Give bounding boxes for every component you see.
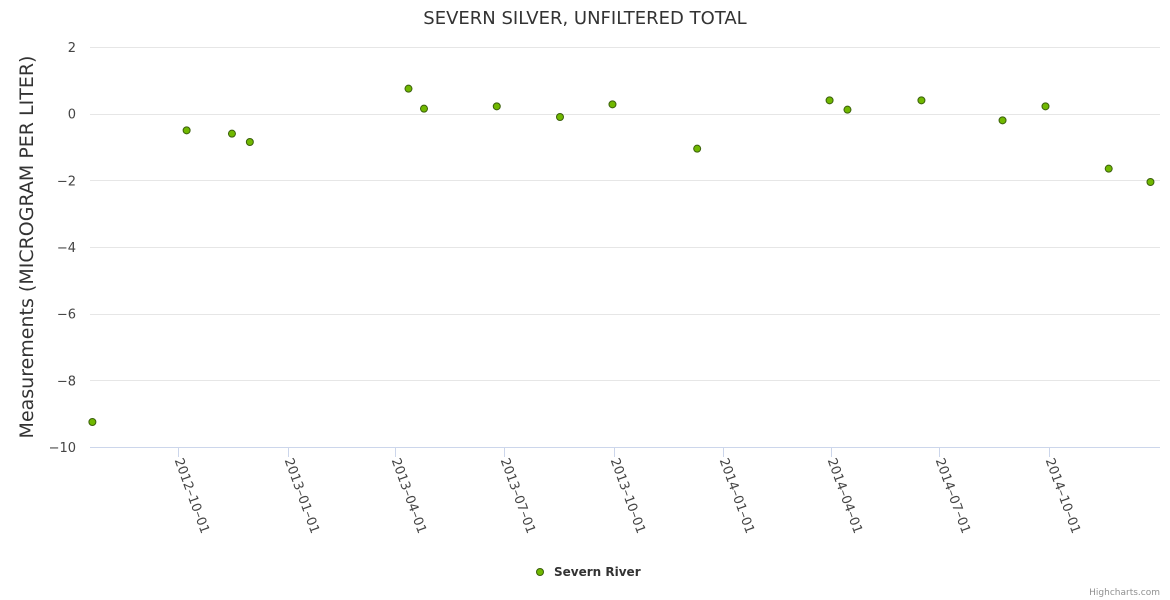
- data-point[interactable]: [88, 418, 97, 426]
- chart-title: SEVERN SILVER, UNFILTERED TOTAL: [423, 8, 746, 29]
- data-points: [88, 84, 1155, 426]
- data-point[interactable]: [998, 116, 1007, 125]
- data-point[interactable]: [1104, 164, 1113, 173]
- data-point[interactable]: [843, 105, 852, 114]
- data-point[interactable]: [555, 113, 564, 121]
- y-axis-label: Measurements (MICROGRAM PER LITER): [16, 56, 38, 439]
- legend-label-severn-river[interactable]: Severn River: [554, 565, 641, 579]
- data-point[interactable]: [492, 102, 501, 111]
- grid-lines: [90, 47, 1160, 381]
- credits-link[interactable]: Highcharts.com: [1089, 588, 1160, 598]
- data-point[interactable]: [917, 96, 926, 105]
- y-tick-label: −2: [57, 174, 76, 189]
- data-point[interactable]: [1041, 102, 1050, 111]
- y-axis-ticks: 2 0 −2 −4 −6 −8 −10: [49, 41, 76, 456]
- y-tick-label: 2: [68, 41, 76, 56]
- y-tick-label: −10: [49, 441, 76, 456]
- data-point[interactable]: [693, 144, 702, 153]
- data-point[interactable]: [182, 126, 191, 135]
- y-tick-label: 0: [68, 108, 76, 123]
- y-tick-label: −8: [57, 374, 76, 389]
- data-point[interactable]: [420, 104, 429, 113]
- y-tick-label: −4: [57, 241, 76, 256]
- data-point[interactable]: [1146, 178, 1155, 186]
- data-point[interactable]: [608, 100, 617, 109]
- y-tick-label: −6: [57, 308, 76, 323]
- data-point[interactable]: [227, 129, 236, 138]
- data-point[interactable]: [404, 84, 413, 93]
- data-point[interactable]: [245, 138, 254, 146]
- data-point[interactable]: [825, 96, 834, 105]
- legend[interactable]: Severn River: [536, 565, 641, 579]
- legend-marker-severn-river: [536, 568, 544, 576]
